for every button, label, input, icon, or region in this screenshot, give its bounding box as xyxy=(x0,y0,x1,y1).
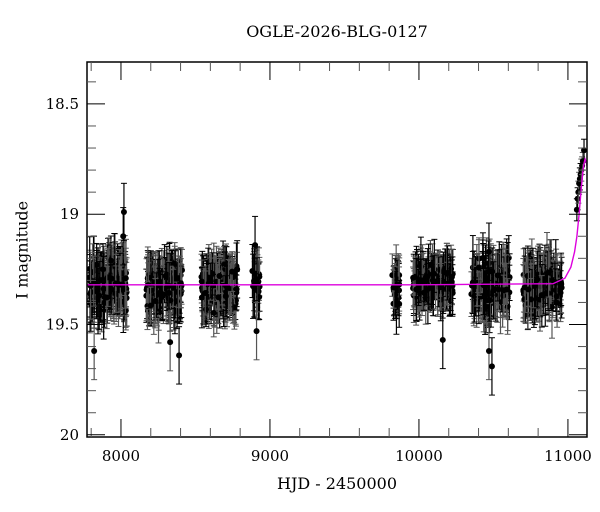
data-point xyxy=(488,363,495,370)
data-point xyxy=(104,274,111,281)
x-tick-label: 9000 xyxy=(251,447,289,465)
x-tick-label: 10000 xyxy=(395,447,443,465)
data-point xyxy=(480,282,487,289)
data-point xyxy=(215,294,222,301)
data-point xyxy=(544,276,551,283)
data-point xyxy=(251,285,258,292)
data-point xyxy=(96,292,103,299)
data-point xyxy=(147,302,154,309)
y-tick-label: 19 xyxy=(60,205,79,223)
data-point xyxy=(176,352,183,359)
data-point xyxy=(122,275,129,282)
data-point xyxy=(485,248,492,255)
data-point xyxy=(432,278,439,285)
data-point xyxy=(222,293,229,300)
data-point xyxy=(449,282,456,289)
data-point xyxy=(156,278,163,285)
data-point xyxy=(120,209,127,215)
data-point xyxy=(444,269,451,276)
data-point xyxy=(581,147,587,154)
data-point xyxy=(486,297,493,304)
data-point xyxy=(100,266,107,273)
data-point xyxy=(422,275,429,282)
data-point xyxy=(494,272,501,279)
data-point xyxy=(107,257,114,264)
data-point xyxy=(210,309,217,316)
x-tick-label: 8000 xyxy=(102,447,140,465)
data-point xyxy=(574,195,581,202)
data-point xyxy=(558,281,565,288)
data-point xyxy=(479,293,486,300)
data-point xyxy=(421,289,428,296)
data-point xyxy=(229,268,236,275)
y-tick-label: 19.5 xyxy=(46,316,79,334)
data-point xyxy=(207,277,214,284)
data-point xyxy=(471,292,478,299)
data-point xyxy=(198,294,205,301)
data-point xyxy=(103,294,110,301)
data-point xyxy=(503,286,510,293)
data-point xyxy=(525,286,532,293)
data-point xyxy=(91,347,98,354)
data-point xyxy=(120,233,127,240)
data-point xyxy=(557,285,564,292)
data-point xyxy=(87,282,94,289)
x-tick-label: 11000 xyxy=(544,447,592,465)
y-tick-label: 20 xyxy=(60,426,79,444)
data-point xyxy=(410,274,417,281)
data-point xyxy=(545,269,552,276)
data-point xyxy=(437,284,444,291)
model-curve xyxy=(87,156,587,286)
data-point xyxy=(167,339,174,346)
data-point xyxy=(524,272,531,279)
data-point xyxy=(538,292,545,299)
data-point xyxy=(159,293,166,300)
data-point xyxy=(417,277,424,284)
data-point xyxy=(253,276,260,283)
data-point xyxy=(413,286,420,293)
data-point xyxy=(175,275,182,282)
data-point xyxy=(475,264,482,271)
data-point xyxy=(166,282,173,289)
data-point xyxy=(431,270,438,277)
data-point xyxy=(147,274,154,281)
data-point xyxy=(216,272,223,279)
data-point xyxy=(173,298,180,305)
data-point xyxy=(490,287,497,294)
data-point xyxy=(504,303,511,310)
data-point xyxy=(90,278,97,285)
data-point xyxy=(202,290,209,297)
data-point xyxy=(100,285,107,292)
data-point xyxy=(396,300,403,307)
data-points-group xyxy=(87,138,587,396)
data-point xyxy=(439,336,446,343)
data-point xyxy=(153,292,160,299)
x-axis-label: HJD - 2450000 xyxy=(276,474,398,493)
plot-frame xyxy=(86,61,588,438)
data-point xyxy=(528,296,535,303)
data-point xyxy=(253,328,260,335)
data-point xyxy=(252,242,259,249)
data-point xyxy=(152,298,159,305)
y-tick-label: 18.5 xyxy=(46,95,79,113)
chart-title: OGLE-2026-BLG-0127 xyxy=(246,22,428,41)
data-point xyxy=(489,268,496,275)
data-point xyxy=(101,299,108,306)
data-point xyxy=(203,306,210,313)
data-point xyxy=(485,347,492,354)
data-point xyxy=(390,284,397,291)
data-point xyxy=(389,272,396,279)
data-point xyxy=(249,268,256,275)
data-point xyxy=(174,288,181,295)
data-point xyxy=(234,266,241,273)
data-point xyxy=(482,275,489,282)
